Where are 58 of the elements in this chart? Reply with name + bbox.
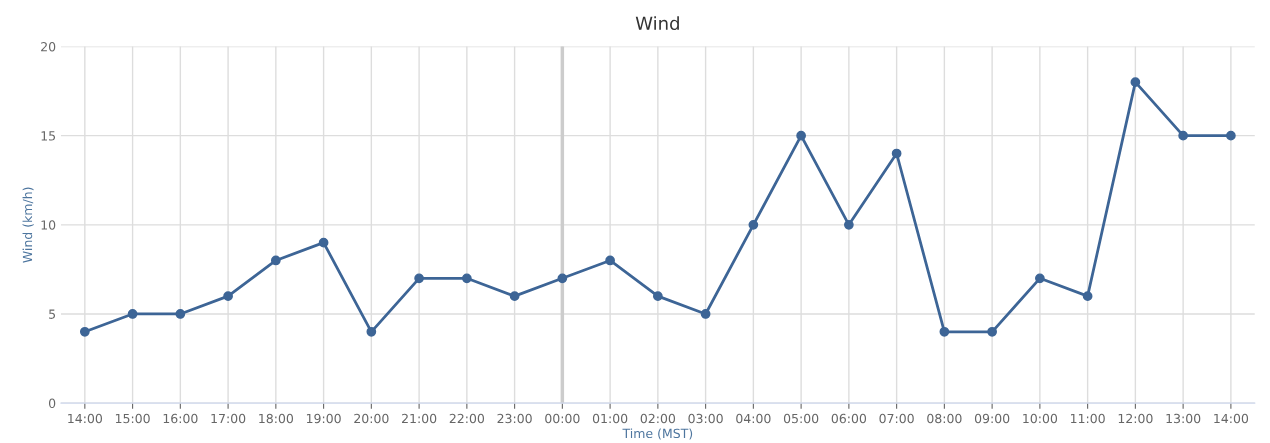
point (127, 309, 138, 319)
x-tick-label: 23:00 (497, 413, 532, 424)
point (414, 273, 424, 284)
x-tick-label: 02:00 (640, 413, 676, 424)
point (461, 273, 472, 284)
point (987, 326, 997, 337)
x-tick-label: 18:00 (259, 413, 294, 424)
point (796, 130, 806, 141)
x-tick-label: 16:00 (163, 413, 198, 424)
y-tick-label: 10 (41, 220, 56, 230)
x-tick-label: 00:00 (545, 413, 580, 424)
x-tick-label: 15:00 (115, 413, 150, 424)
point (1035, 273, 1045, 284)
point (366, 326, 377, 337)
point (652, 291, 663, 302)
point (891, 148, 902, 159)
point (1130, 77, 1141, 88)
x-tick-label: 11:00 (1070, 413, 1105, 424)
x-tick-label: 14:00 (1214, 413, 1249, 424)
point (1226, 130, 1236, 141)
x-tick-label: 13:00 (1166, 413, 1201, 424)
x-tick-label: 17:00 (211, 413, 246, 424)
x-tick-label: 21:00 (402, 413, 437, 424)
x-tick-label: 10:00 (1023, 413, 1058, 424)
x-tick-label: 09:00 (974, 413, 1010, 424)
x-tick-label: 14:00 (68, 413, 103, 424)
x-axis-title: Time (MST) (622, 428, 693, 440)
point (79, 326, 90, 337)
point (175, 309, 186, 319)
point (605, 255, 615, 266)
x-tick-label: 01:00 (592, 413, 628, 424)
point (939, 326, 950, 337)
y-tick-label: 20 (41, 41, 56, 52)
chart-title: Wind (635, 16, 679, 31)
x-tick-label: 12:00 (1118, 413, 1153, 424)
point (509, 291, 520, 302)
x-tick-label: 20:00 (354, 413, 389, 424)
point (748, 219, 759, 230)
point (1082, 291, 1093, 302)
point (318, 237, 329, 248)
point (270, 255, 281, 266)
x-tick-label: 06:00 (831, 413, 867, 424)
x-tick-label: 04:00 (736, 413, 771, 424)
point (844, 219, 854, 230)
x-tick-label: 08:00 (927, 413, 962, 424)
y-tick-label: 0 (48, 398, 56, 409)
y-axis-title: Wind (km/h) (22, 187, 34, 263)
point (223, 291, 233, 302)
y-tick-label: 15 (41, 131, 56, 141)
y-tick-label: 5 (49, 309, 56, 319)
point (700, 309, 711, 319)
x-tick-label: 05:00 (783, 413, 819, 424)
x-tick-label: 19:00 (306, 413, 341, 424)
point (1178, 130, 1188, 141)
x-tick-label: 07:00 (879, 413, 914, 424)
point (557, 273, 568, 284)
x-tick-label: 22:00 (449, 413, 485, 424)
x-tick-label: 03:00 (688, 413, 723, 424)
